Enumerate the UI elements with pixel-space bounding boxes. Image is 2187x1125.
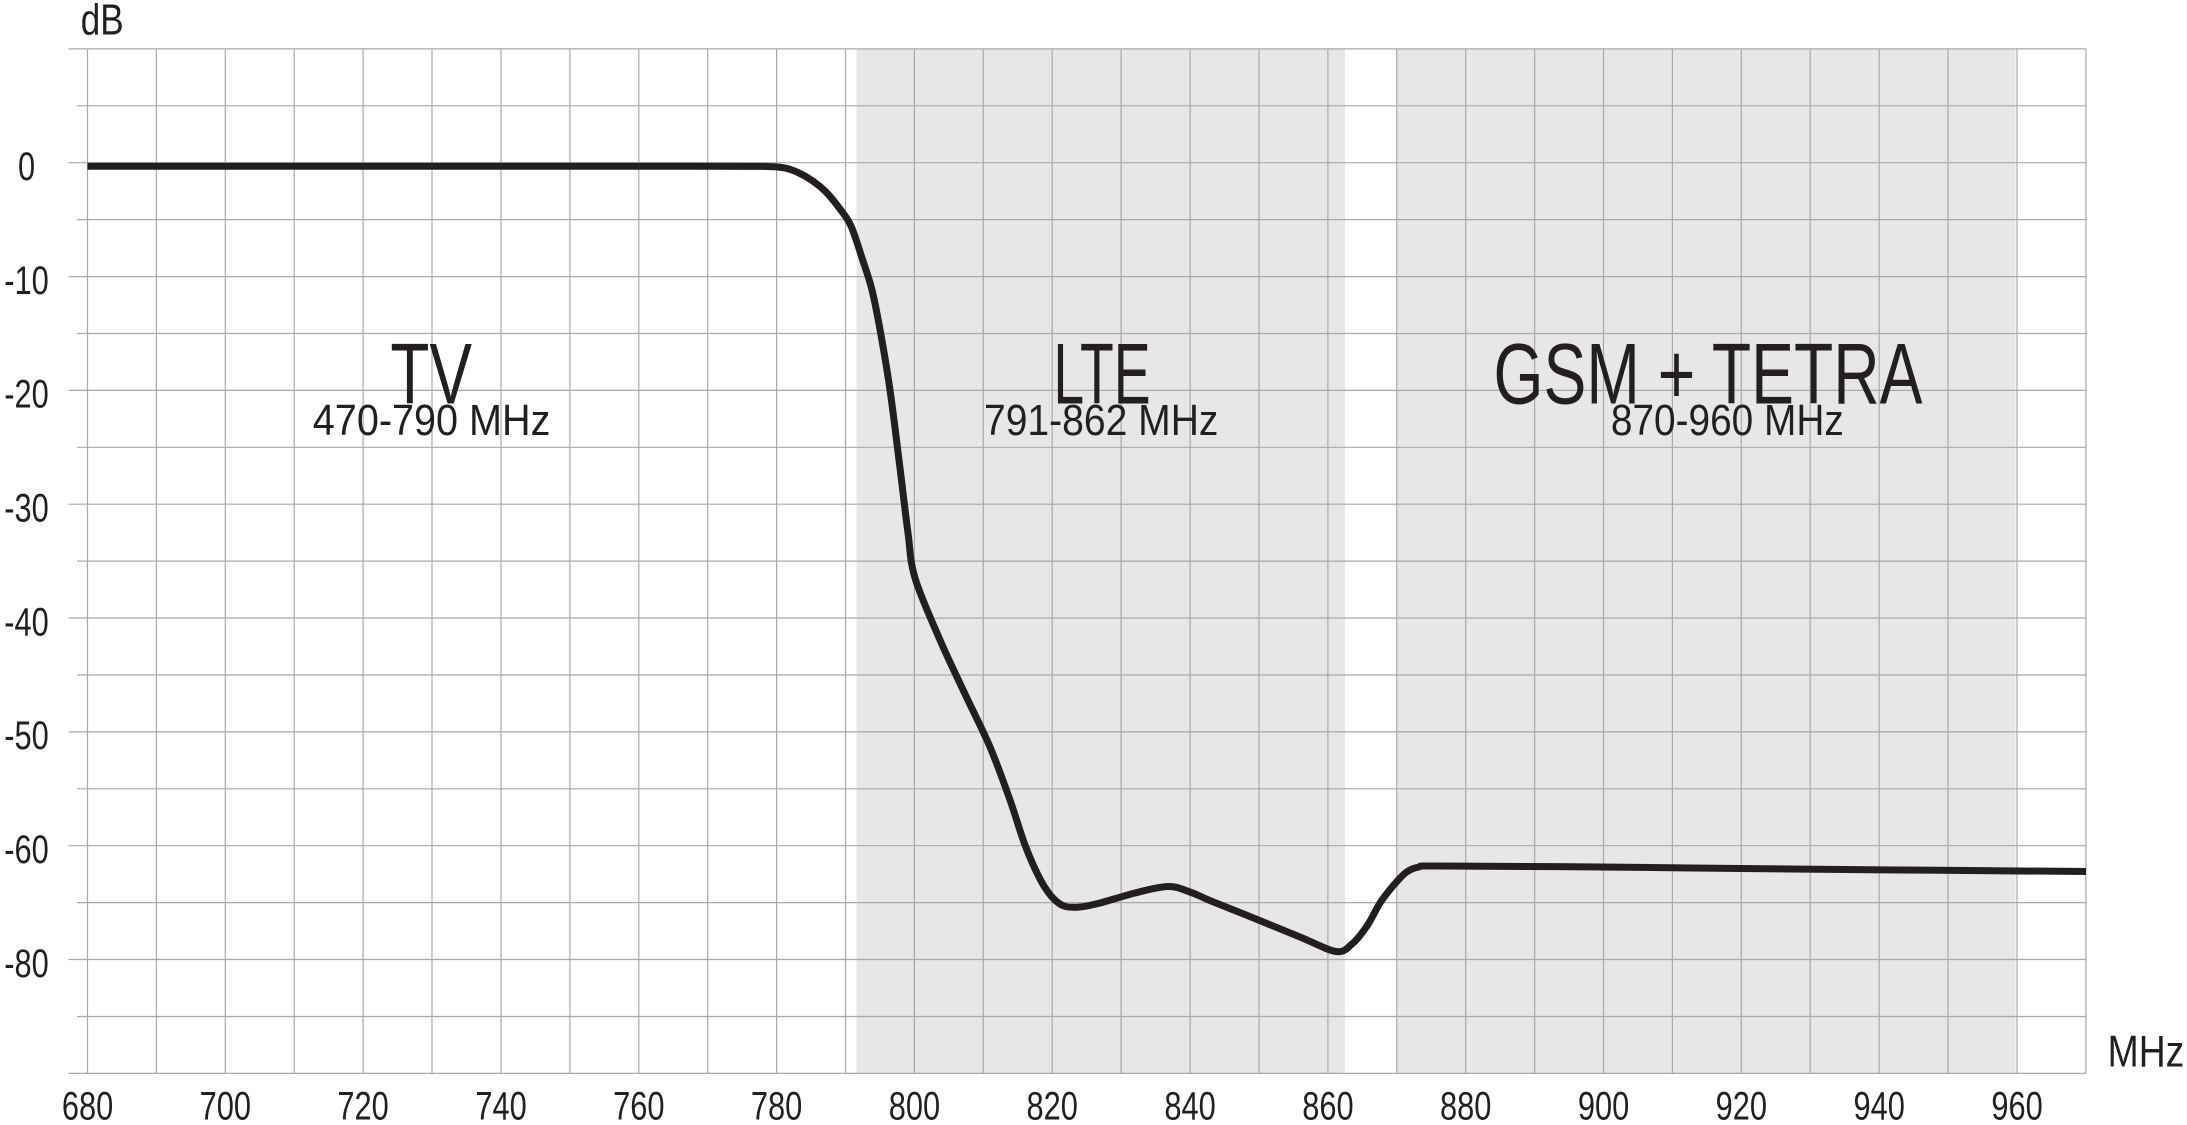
svg-text:791-862 MHz: 791-862 MHz (984, 395, 1218, 445)
svg-text:-50: -50 (4, 714, 49, 759)
svg-text:820: 820 (1027, 1084, 1078, 1125)
svg-text:680: 680 (62, 1084, 113, 1125)
svg-text:-40: -40 (4, 600, 49, 645)
svg-text:840: 840 (1164, 1084, 1215, 1125)
svg-text:-80: -80 (4, 941, 49, 986)
svg-text:MHz: MHz (2108, 1026, 2185, 1076)
svg-text:TV: TV (390, 326, 472, 422)
svg-text:860: 860 (1302, 1084, 1353, 1125)
svg-text:0: 0 (18, 144, 35, 189)
svg-text:700: 700 (200, 1084, 251, 1125)
svg-text:880: 880 (1440, 1084, 1491, 1125)
svg-text:870-960 MHz: 870-960 MHz (1611, 395, 1844, 445)
svg-text:920: 920 (1716, 1084, 1767, 1125)
svg-text:dB: dB (81, 0, 124, 45)
svg-text:780: 780 (751, 1084, 802, 1125)
svg-text:GSM + TETRA: GSM + TETRA (1494, 326, 1923, 422)
svg-text:800: 800 (889, 1084, 940, 1125)
svg-text:-20: -20 (4, 372, 49, 417)
svg-text:720: 720 (337, 1084, 388, 1125)
svg-text:LTE: LTE (1053, 327, 1150, 422)
svg-text:940: 940 (1854, 1084, 1905, 1125)
svg-text:760: 760 (613, 1084, 664, 1125)
svg-text:-30: -30 (4, 486, 49, 531)
svg-text:900: 900 (1578, 1084, 1629, 1125)
svg-text:960: 960 (1991, 1084, 2042, 1125)
svg-text:470-790 MHz: 470-790 MHz (313, 395, 551, 444)
svg-text:-10: -10 (4, 258, 49, 303)
svg-text:740: 740 (475, 1084, 526, 1125)
svg-text:-60: -60 (4, 827, 49, 872)
